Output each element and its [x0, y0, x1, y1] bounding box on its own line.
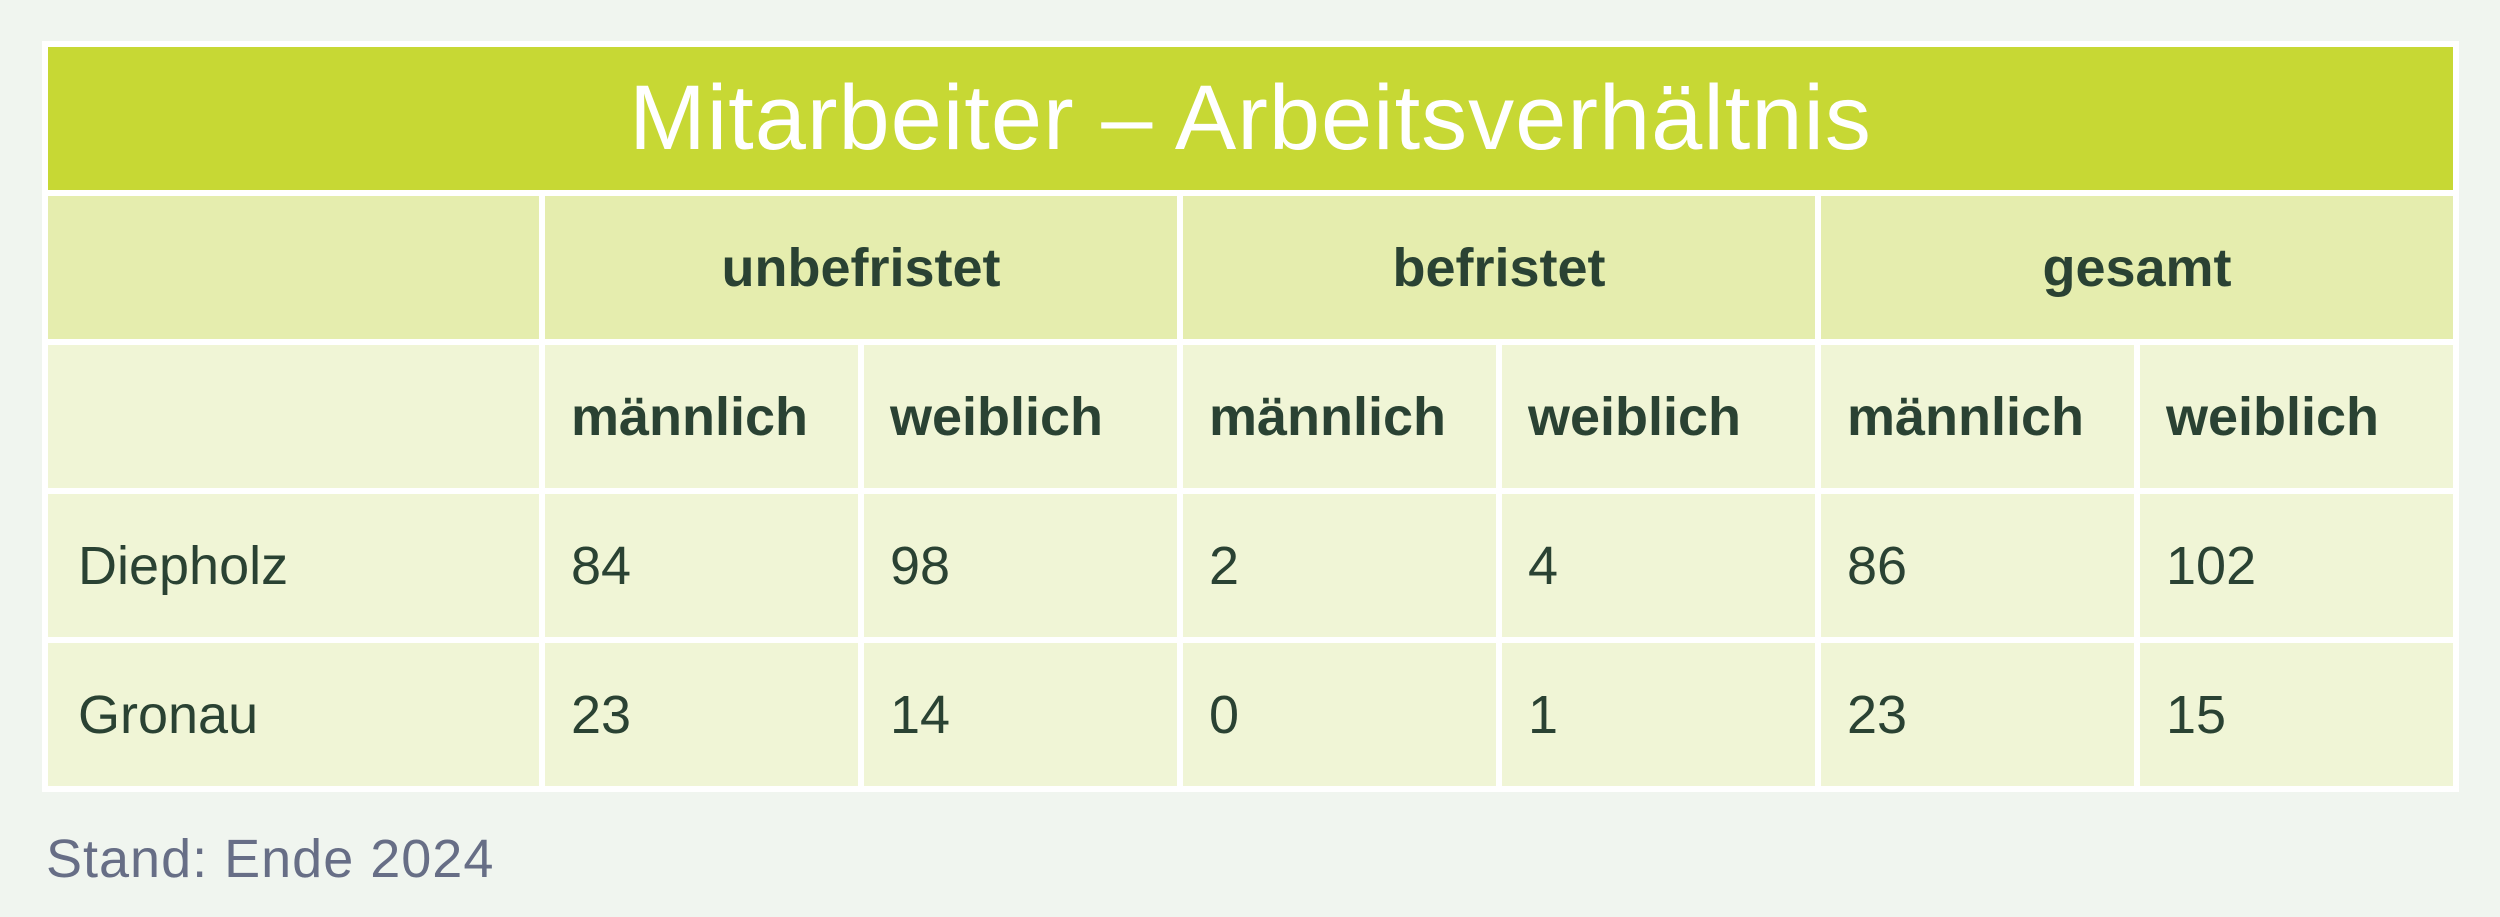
- value-gronau-unbefristet-weiblich: 14: [864, 643, 1177, 786]
- table-row-gronau: Gronau 23 14 0 1 23 15: [48, 643, 2453, 786]
- group-header-unbefristet: unbefristet: [545, 196, 1177, 339]
- mitarbeiter-arbeitsverhaeltnis-table: Mitarbeiter – Arbeitsverhältnis unbefris…: [42, 41, 2459, 792]
- sub-header-gesamt-maennlich: männlich: [1821, 345, 2134, 488]
- value-gronau-befristet-maennlich: 0: [1183, 643, 1496, 786]
- value-diepholz-unbefristet-weiblich: 98: [864, 494, 1177, 637]
- employee-table: Mitarbeiter – Arbeitsverhältnis unbefris…: [42, 41, 2459, 792]
- table-title: Mitarbeiter – Arbeitsverhältnis: [48, 47, 2453, 190]
- footnote-stand: Stand: Ende 2024: [46, 829, 495, 889]
- value-diepholz-gesamt-weiblich: 102: [2140, 494, 2453, 637]
- group-header-spacer-cell: [48, 196, 539, 339]
- value-diepholz-gesamt-maennlich: 86: [1821, 494, 2134, 637]
- sub-header-befristet-maennlich: männlich: [1183, 345, 1496, 488]
- group-header-row: unbefristet befristet gesamt: [48, 196, 2453, 339]
- table-row-diepholz: Diepholz 84 98 2 4 86 102: [48, 494, 2453, 637]
- sub-header-spacer-cell: [48, 345, 539, 488]
- sub-header-befristet-weiblich: weiblich: [1502, 345, 1815, 488]
- sub-header-gesamt-weiblich: weiblich: [2140, 345, 2453, 488]
- value-diepholz-unbefristet-maennlich: 84: [545, 494, 858, 637]
- sub-header-row: männlich weiblich männlich weiblich männ…: [48, 345, 2453, 488]
- row-label-diepholz: Diepholz: [48, 494, 539, 637]
- group-header-gesamt: gesamt: [1821, 196, 2453, 339]
- sub-header-unbefristet-maennlich: männlich: [545, 345, 858, 488]
- value-gronau-unbefristet-maennlich: 23: [545, 643, 858, 786]
- value-diepholz-befristet-weiblich: 4: [1502, 494, 1815, 637]
- value-gronau-befristet-weiblich: 1: [1502, 643, 1815, 786]
- row-label-gronau: Gronau: [48, 643, 539, 786]
- group-header-befristet: befristet: [1183, 196, 1815, 339]
- value-gronau-gesamt-weiblich: 15: [2140, 643, 2453, 786]
- value-gronau-gesamt-maennlich: 23: [1821, 643, 2134, 786]
- sub-header-unbefristet-weiblich: weiblich: [864, 345, 1177, 488]
- title-row: Mitarbeiter – Arbeitsverhältnis: [48, 47, 2453, 190]
- value-diepholz-befristet-maennlich: 2: [1183, 494, 1496, 637]
